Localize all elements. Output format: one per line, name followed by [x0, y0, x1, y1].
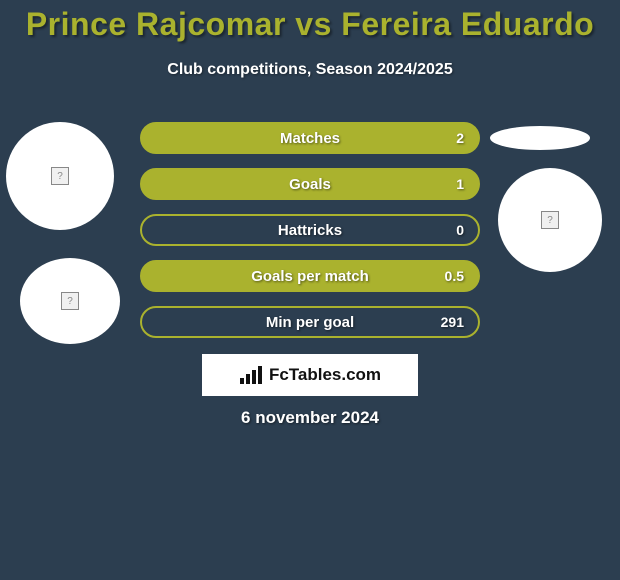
stat-row-hattricks: Hattricks 0: [140, 214, 480, 246]
brand-badge: FcTables.com: [202, 354, 418, 396]
stat-value: 0.5: [445, 268, 464, 284]
stat-row-min-per-goal: Min per goal 291: [140, 306, 480, 338]
snapshot-date: 6 november 2024: [0, 408, 620, 428]
stat-row-goals: Goals 1: [140, 168, 480, 200]
stat-row-goals-per-match: Goals per match 0.5: [140, 260, 480, 292]
stat-label: Matches: [280, 130, 340, 147]
decor-shape-3: ?: [20, 258, 120, 344]
stat-label: Goals per match: [251, 268, 369, 285]
stat-value: 291: [441, 314, 464, 330]
stat-value: 0: [456, 222, 464, 238]
stat-value: 2: [456, 130, 464, 146]
brand-text: FcTables.com: [269, 365, 381, 385]
decor-shape-1: [490, 126, 590, 150]
broken-image-icon: ?: [541, 211, 559, 229]
stat-label: Min per goal: [266, 314, 354, 331]
decor-shape-0: ?: [6, 122, 114, 230]
broken-image-icon: ?: [51, 167, 69, 185]
page-title: Prince Rajcomar vs Fereira Eduardo: [0, 0, 620, 43]
stat-label: Goals: [289, 176, 331, 193]
broken-image-icon: ?: [61, 292, 79, 310]
decor-shape-2: ?: [498, 168, 602, 272]
competition-subtitle: Club competitions, Season 2024/2025: [0, 61, 620, 79]
stat-value: 1: [456, 176, 464, 192]
stat-row-matches: Matches 2: [140, 122, 480, 154]
stat-label: Hattricks: [278, 222, 342, 239]
bar-chart-icon: [239, 364, 263, 386]
stats-bar-list: Matches 2 Goals 1 Hattricks 0 Goals per match 0…: [140, 122, 480, 352]
